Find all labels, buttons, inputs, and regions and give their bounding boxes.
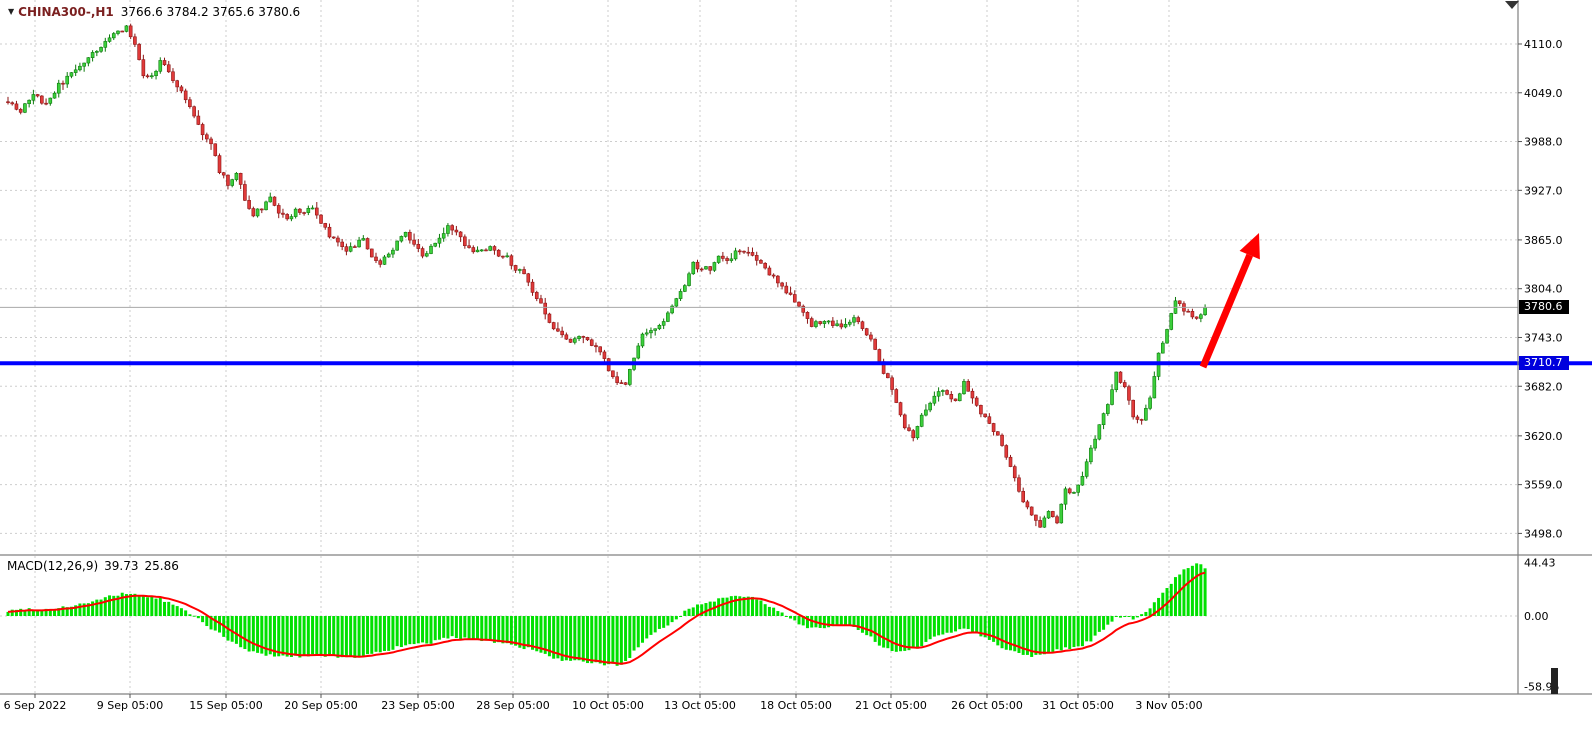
gridlines bbox=[0, 0, 1518, 694]
price-tick-label: 3559.0 bbox=[1524, 479, 1563, 492]
chart-shift-icon[interactable] bbox=[1505, 1, 1519, 9]
candlestick-series[interactable] bbox=[6, 23, 1207, 528]
price-axis-labels: 4110.0 4049.0 3988.0 3927.0 3865.0 3804.0 3743… bbox=[1518, 38, 1563, 540]
trend-arrow[interactable] bbox=[1199, 233, 1260, 369]
time-tick-label: 3 Nov 05:00 bbox=[1135, 699, 1202, 712]
macd-histogram bbox=[6, 563, 1207, 666]
time-tick-label: 20 Sep 05:00 bbox=[284, 699, 357, 712]
symbol-ohlc-line: ▼ CHINA300-,H1 3766.6 3784.2 3765.6 3780.6 bbox=[8, 5, 300, 19]
ohlc-values: 3766.6 3784.2 3765.6 3780.6 bbox=[120, 5, 301, 19]
price-tick-label: 3620.0 bbox=[1524, 430, 1563, 443]
macd-signal-line bbox=[7, 571, 1206, 665]
price-tick-label: 3682.0 bbox=[1524, 380, 1563, 393]
macd-tick-label: 0.00 bbox=[1524, 610, 1549, 623]
macd-tick-label: 44.43 bbox=[1524, 557, 1556, 570]
time-tick-label: 21 Oct 05:00 bbox=[855, 699, 927, 712]
time-tick-label: 6 Sep 2022 bbox=[4, 699, 67, 712]
time-tick-label: 26 Oct 05:00 bbox=[951, 699, 1023, 712]
time-tick-label: 9 Sep 05:00 bbox=[97, 699, 163, 712]
price-tick-label: 3804.0 bbox=[1524, 283, 1563, 296]
symbol-dropdown-icon[interactable]: ▼ bbox=[8, 7, 15, 16]
price-tick-label: 3743.0 bbox=[1524, 331, 1563, 344]
time-axis-labels: 6 Sep 2022 9 Sep 05:00 15 Sep 05:00 20 Sep … bbox=[4, 694, 1203, 712]
symbol-period-label: CHINA300-,H1 bbox=[18, 5, 114, 19]
time-tick-label: 10 Oct 05:00 bbox=[572, 699, 644, 712]
hline-price-tag: 3710.7 bbox=[1519, 356, 1569, 371]
macd-axis-labels: 44.43 0.00 -58.95 bbox=[1524, 557, 1559, 694]
scroll-grip[interactable] bbox=[1551, 668, 1558, 694]
macd-name-label: MACD(12,26,9) bbox=[7, 559, 99, 573]
price-tick-label: 3865.0 bbox=[1524, 234, 1563, 247]
price-tick-label: 4049.0 bbox=[1524, 87, 1563, 100]
price-tick-label: 4110.0 bbox=[1524, 38, 1563, 51]
macd-signal-value: 25.86 bbox=[144, 559, 179, 573]
current-price-tag: 3780.6 bbox=[1519, 300, 1569, 315]
macd-main-value: 39.73 bbox=[104, 559, 139, 573]
price-tick-label: 3988.0 bbox=[1524, 136, 1563, 149]
time-axis[interactable] bbox=[0, 695, 1592, 730]
time-tick-label: 13 Oct 05:00 bbox=[664, 699, 736, 712]
macd-indicator-label: MACD(12,26,9) 39.73 25.86 bbox=[7, 559, 185, 573]
time-tick-label: 31 Oct 05:00 bbox=[1042, 699, 1114, 712]
price-axis[interactable] bbox=[1518, 0, 1592, 694]
time-tick-label: 18 Oct 05:00 bbox=[760, 699, 832, 712]
time-tick-label: 28 Sep 05:00 bbox=[476, 699, 549, 712]
macd-tick-label: -58.95 bbox=[1524, 681, 1559, 694]
price-tick-label: 3498.0 bbox=[1524, 527, 1563, 540]
time-tick-label: 23 Sep 05:00 bbox=[381, 699, 454, 712]
time-tick-label: 15 Sep 05:00 bbox=[189, 699, 262, 712]
price-tick-label: 3927.0 bbox=[1524, 184, 1563, 197]
